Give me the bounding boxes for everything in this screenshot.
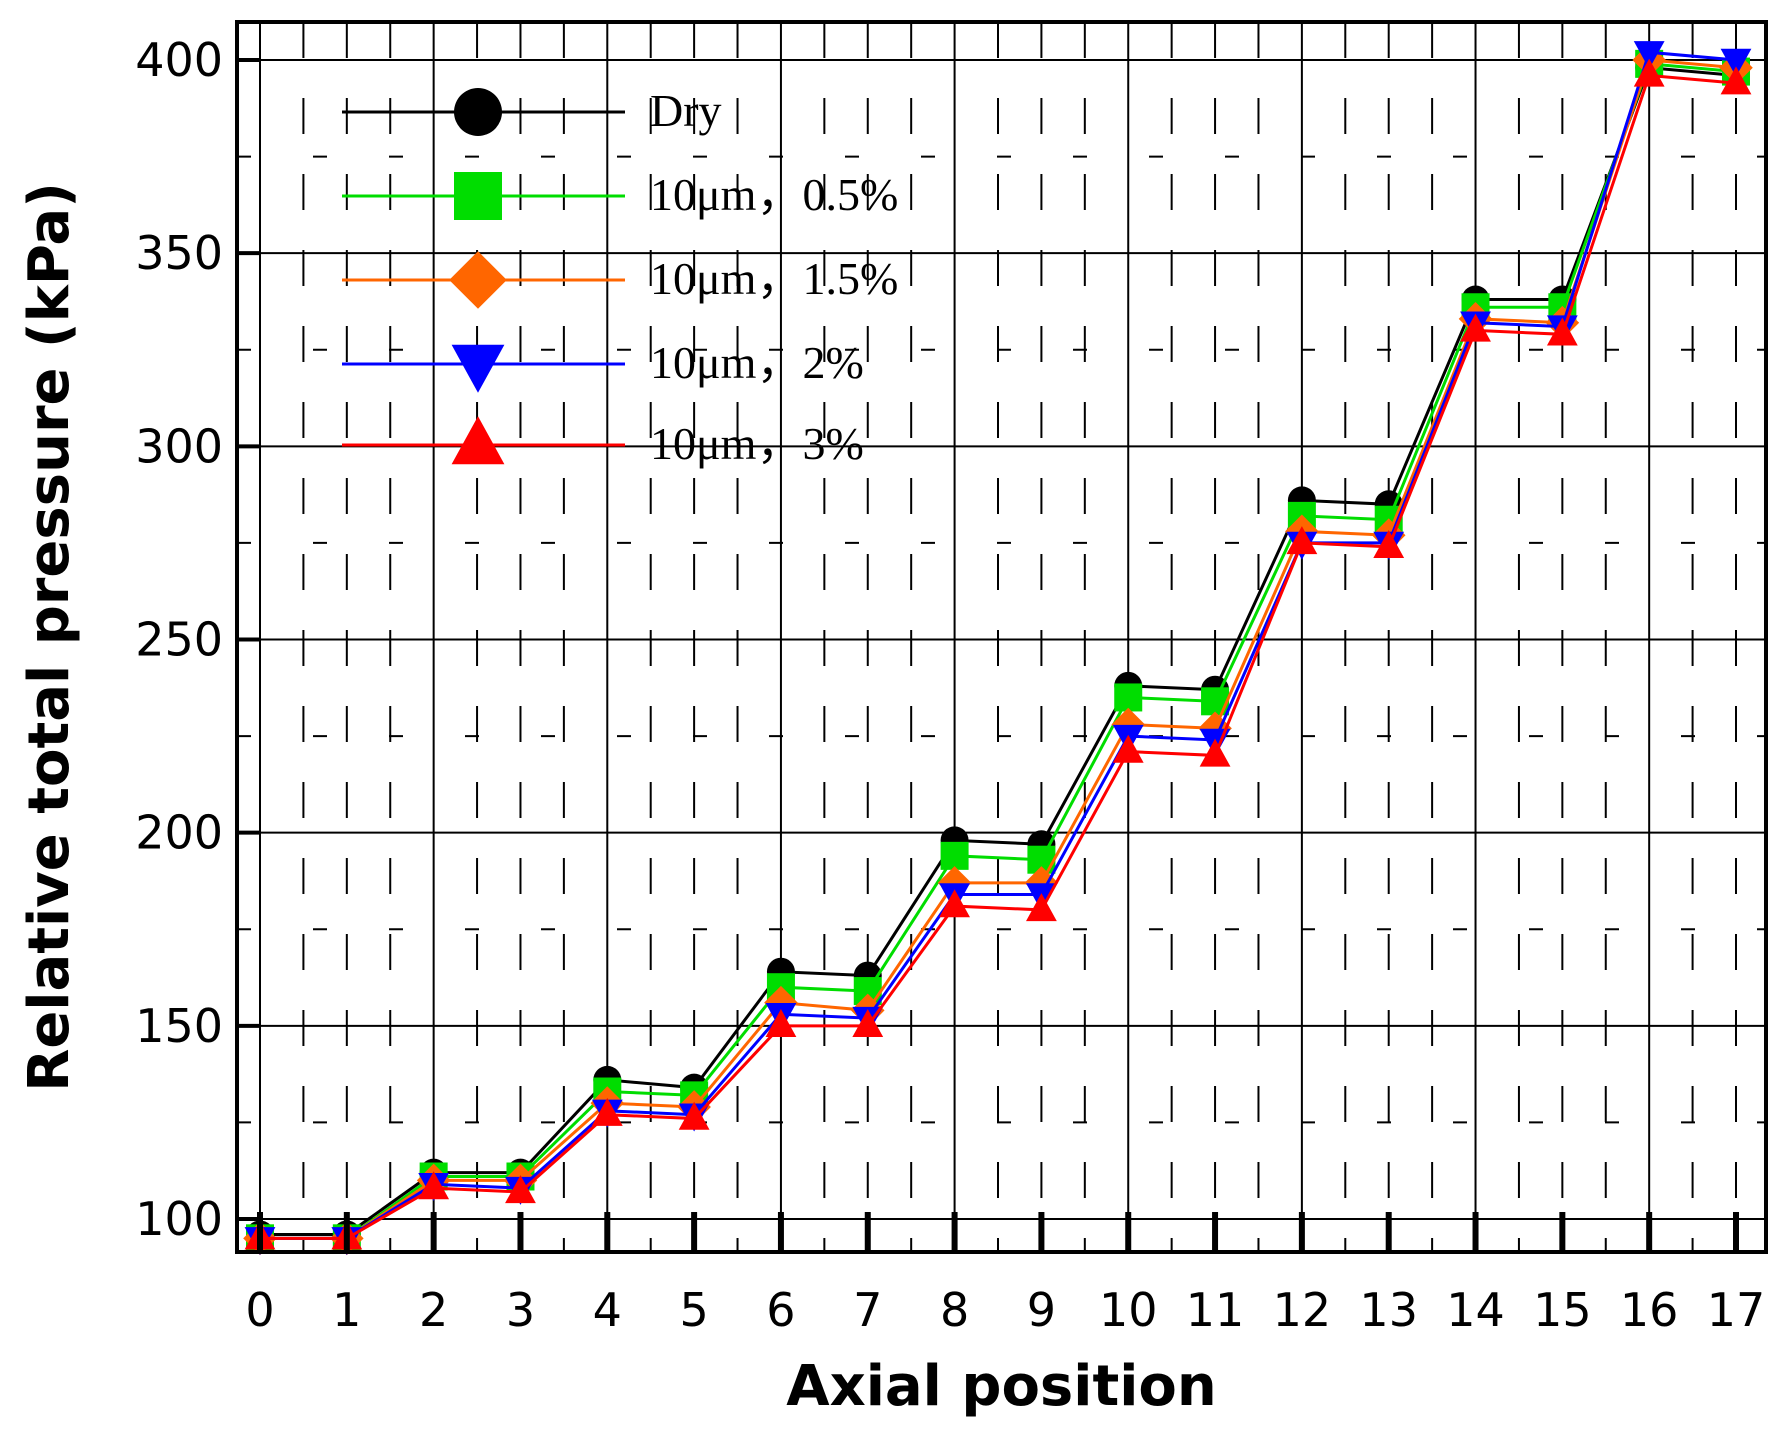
legend-label: 10μm，1.5%: [650, 253, 898, 304]
x-tick-label: 8: [940, 1283, 969, 1337]
legend-item: 10μm，1.5%: [342, 251, 898, 309]
legend-marker: [451, 416, 505, 465]
data-point: [1199, 738, 1231, 767]
legend-label: 10μm，3%: [650, 418, 864, 469]
x-tick-label: 6: [766, 1283, 795, 1337]
data-point: [940, 841, 969, 870]
y-tick-label: 250: [135, 613, 223, 667]
legend-label: 10μm，0.5%: [650, 169, 898, 220]
data-point: [765, 1009, 797, 1038]
data-point: [1114, 683, 1143, 712]
legend-item: Dry: [342, 85, 722, 136]
y-tick-label: 200: [135, 806, 223, 860]
x-tick-label: 11: [1186, 1283, 1245, 1337]
x-tick-label: 0: [245, 1283, 274, 1337]
data-point: [1373, 529, 1405, 558]
legend-item: 10μm，3%: [342, 416, 864, 469]
legend-item: 10μm，2%: [342, 337, 864, 393]
data-point: [1720, 66, 1752, 95]
x-tick-label: 12: [1273, 1283, 1332, 1337]
legend-marker: [454, 88, 502, 136]
y-tick-label: 100: [135, 1192, 223, 1246]
x-tick-label: 14: [1446, 1283, 1505, 1337]
legend-marker: [449, 251, 507, 309]
grid: [237, 22, 1766, 1252]
data-point: [1633, 58, 1665, 87]
data-point: [1286, 526, 1318, 555]
x-tick-label: 13: [1359, 1283, 1418, 1337]
plot-frame: [235, 20, 1768, 1254]
axis-ticks: 0 1 2 3 4 5 6 7 8 9 10 11 12 13 14 15 16 1710015020025030…: [135, 33, 1765, 1337]
data-point: [505, 1175, 536, 1204]
y-axis-title: Relative total pressure (kPa): [17, 182, 82, 1092]
y-tick-label: 400: [135, 33, 223, 87]
data-point: [591, 1097, 623, 1126]
y-tick-label: 150: [135, 999, 223, 1053]
series-line: [260, 66, 1737, 1236]
x-axis-title: Axial position: [786, 1354, 1217, 1419]
series-layer: [243, 41, 1753, 1256]
legend-item: 10μm，0.5%: [342, 169, 898, 220]
x-tick-label: 4: [593, 1283, 622, 1337]
data-point: [1720, 48, 1752, 77]
data-point: [1633, 41, 1665, 70]
y-tick-label: 350: [135, 226, 223, 280]
data-point: [678, 1101, 710, 1130]
data-point: [939, 889, 970, 918]
data-point: [1460, 313, 1491, 342]
data-point: [764, 985, 798, 1020]
legend: Dry 10μm，0.5% 10μm，1.5% 10μm，2% 10μm，3%: [342, 85, 898, 469]
x-tick-label: 17: [1707, 1283, 1766, 1337]
series-line: [260, 73, 1737, 1240]
x-tick-label: 7: [853, 1283, 882, 1337]
legend-label: Dry: [650, 85, 722, 136]
x-tick-label: 5: [679, 1283, 708, 1337]
series-line: [260, 50, 1737, 1240]
x-tick-label: 9: [1027, 1283, 1056, 1337]
data-point: [852, 1009, 884, 1038]
data-point: [1546, 317, 1578, 346]
x-tick-label: 2: [419, 1283, 448, 1337]
x-tick-label: 16: [1620, 1283, 1679, 1337]
series-5: [244, 58, 1752, 1250]
data-point: [418, 1171, 450, 1200]
data-point: [1026, 893, 1057, 922]
data-point: [1201, 687, 1230, 716]
legend-marker: [451, 344, 505, 393]
legend-label: 10μm，2%: [650, 337, 864, 388]
x-tick-label: 1: [332, 1283, 361, 1337]
series-line: [260, 62, 1737, 1240]
legend-marker: [454, 172, 502, 220]
x-tick-label: 3: [506, 1283, 535, 1337]
y-tick-label: 300: [135, 419, 223, 473]
data-point: [1112, 734, 1144, 763]
x-tick-label: 10: [1099, 1283, 1158, 1337]
x-tick-label: 15: [1533, 1283, 1592, 1337]
